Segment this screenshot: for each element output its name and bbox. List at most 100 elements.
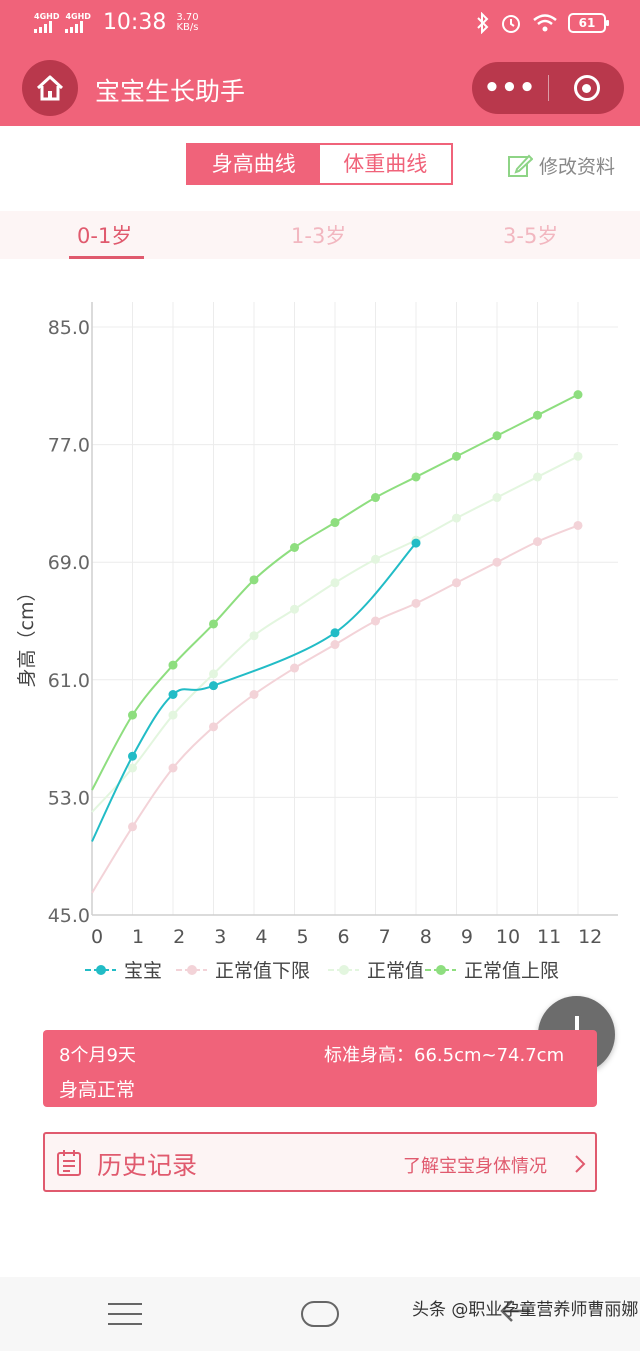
data-point <box>371 554 380 564</box>
x-tick-label: 8 <box>420 926 432 948</box>
data-point <box>573 520 583 530</box>
system-nav-bar: 头条 @职业孕童营养师曹丽娜 <box>0 1277 640 1351</box>
active-tab-indicator <box>69 256 144 259</box>
y-tick-label: 85.0 <box>48 317 90 339</box>
series-line-0 <box>91 542 417 842</box>
tab-age-1-3[interactable]: 1-3岁 <box>291 224 347 248</box>
data-point <box>452 451 461 461</box>
data-point <box>209 669 218 679</box>
alarm-icon <box>502 15 520 33</box>
x-tick-label: 1 <box>132 926 144 948</box>
watermark: 头条 @职业孕童营养师曹丽娜 <box>412 1300 639 1320</box>
y-tick-label: 53.0 <box>48 787 90 809</box>
bluetooth-icon <box>477 12 489 34</box>
edit-profile-label: 修改资料 <box>539 156 616 178</box>
battery-icon: 61 <box>568 13 609 33</box>
legend-label: 正常值 <box>367 960 424 982</box>
signal-bars-icon <box>34 20 52 33</box>
data-point <box>371 493 380 503</box>
data-point <box>411 538 421 548</box>
tab-age-3-5[interactable]: 3-5岁 <box>503 224 559 248</box>
clock: 10:38 <box>102 10 167 35</box>
data-point <box>492 431 502 441</box>
data-point <box>492 493 502 503</box>
legend-swatch-dot <box>187 965 197 975</box>
x-tick-label: 10 <box>496 926 520 948</box>
back-icon[interactable] <box>498 1297 534 1327</box>
data-point <box>533 472 542 482</box>
signal-2: 4GHD <box>65 11 91 33</box>
menu-icon[interactable] <box>108 1303 142 1333</box>
speed-unit: KB/s <box>176 21 199 33</box>
baby-age: 8个月9天 <box>59 1045 136 1066</box>
tab-weight-curve[interactable]: 体重曲线 <box>319 145 451 183</box>
data-point <box>330 578 340 588</box>
data-point <box>290 543 299 552</box>
data-point <box>168 710 178 720</box>
x-tick-label: 9 <box>461 926 473 948</box>
x-tick-label: 5 <box>296 926 308 948</box>
data-point <box>128 710 137 720</box>
close-button[interactable] <box>549 75 624 101</box>
home-button[interactable] <box>22 60 78 116</box>
capsule-divider <box>548 75 549 101</box>
data-point <box>290 663 299 673</box>
home-icon <box>36 75 64 101</box>
status-right: 61 <box>476 12 609 34</box>
height-info-card: 8个月9天 标准身高：66.5cm~74.7cm 身高正常 <box>43 1030 597 1107</box>
chevron-right-icon <box>575 1155 586 1173</box>
legend-label: 宝宝 <box>124 960 162 982</box>
data-point <box>249 631 259 641</box>
data-point <box>330 628 340 638</box>
x-tick-label: 3 <box>214 926 226 948</box>
tab-height-curve[interactable]: 身高曲线 <box>188 145 320 183</box>
calendar-icon <box>57 1150 81 1176</box>
y-axis-label: 身高（cm） <box>16 583 38 688</box>
data-point <box>249 690 259 699</box>
history-record-button[interactable]: 历史记录 了解宝宝身体情况 <box>43 1132 597 1192</box>
y-tick-label: 61.0 <box>48 670 90 692</box>
tab-age-0-1[interactable]: 0-1岁 <box>77 224 133 248</box>
data-point <box>492 557 502 567</box>
data-point <box>330 640 340 650</box>
app-bar: 宝宝生长助手 ••• <box>0 50 640 126</box>
x-tick-label: 7 <box>379 926 391 948</box>
edit-profile-button[interactable]: 修改资料 <box>507 152 615 179</box>
status-bar: 4GHD 4GHD 10:38 3.70 KB/s 61 <box>0 0 640 50</box>
x-tick-label: 2 <box>173 926 185 948</box>
network-type-1: 4GHD <box>34 11 60 21</box>
history-title: 历史记录 <box>97 1151 198 1180</box>
data-point <box>128 763 137 773</box>
age-tabs: 0-1岁 1-3岁 3-5岁 <box>0 211 640 259</box>
data-point <box>533 537 542 547</box>
signal-bars-icon <box>65 20 84 33</box>
data-point <box>533 410 542 420</box>
data-point <box>371 616 380 626</box>
data-point <box>128 822 137 832</box>
data-point <box>411 598 421 608</box>
close-circle-icon <box>573 75 600 101</box>
network-type-2: 4GHD <box>65 11 91 21</box>
standard-height: 标准身高：66.5cm~74.7cm <box>324 1045 565 1066</box>
height-growth-chart: 85.077.069.061.053.045.00 1 2 3 4 5 6 7 8 9 10 11 12… <box>16 302 618 982</box>
data-point <box>209 681 218 691</box>
data-point <box>128 751 137 761</box>
legend-swatch-dot <box>436 965 446 975</box>
home-nav-icon[interactable] <box>301 1301 339 1327</box>
x-tick-label: 6 <box>338 926 350 948</box>
x-tick-label: 4 <box>255 926 267 948</box>
data-point <box>411 472 421 482</box>
data-point <box>452 578 461 588</box>
y-tick-label: 77.0 <box>48 435 90 457</box>
y-tick-label: 69.0 <box>48 552 90 574</box>
more-button[interactable]: ••• <box>483 73 537 103</box>
y-tick-label: 45.0 <box>48 905 90 927</box>
data-point <box>168 690 178 699</box>
data-point <box>168 660 178 670</box>
data-point <box>330 518 340 528</box>
height-status: 身高正常 <box>59 1079 136 1101</box>
data-point <box>209 722 218 732</box>
x-tick-label: 0 <box>91 926 103 948</box>
legend-swatch-dot <box>339 965 349 975</box>
history-link: 了解宝宝身体情况 <box>403 1156 547 1177</box>
